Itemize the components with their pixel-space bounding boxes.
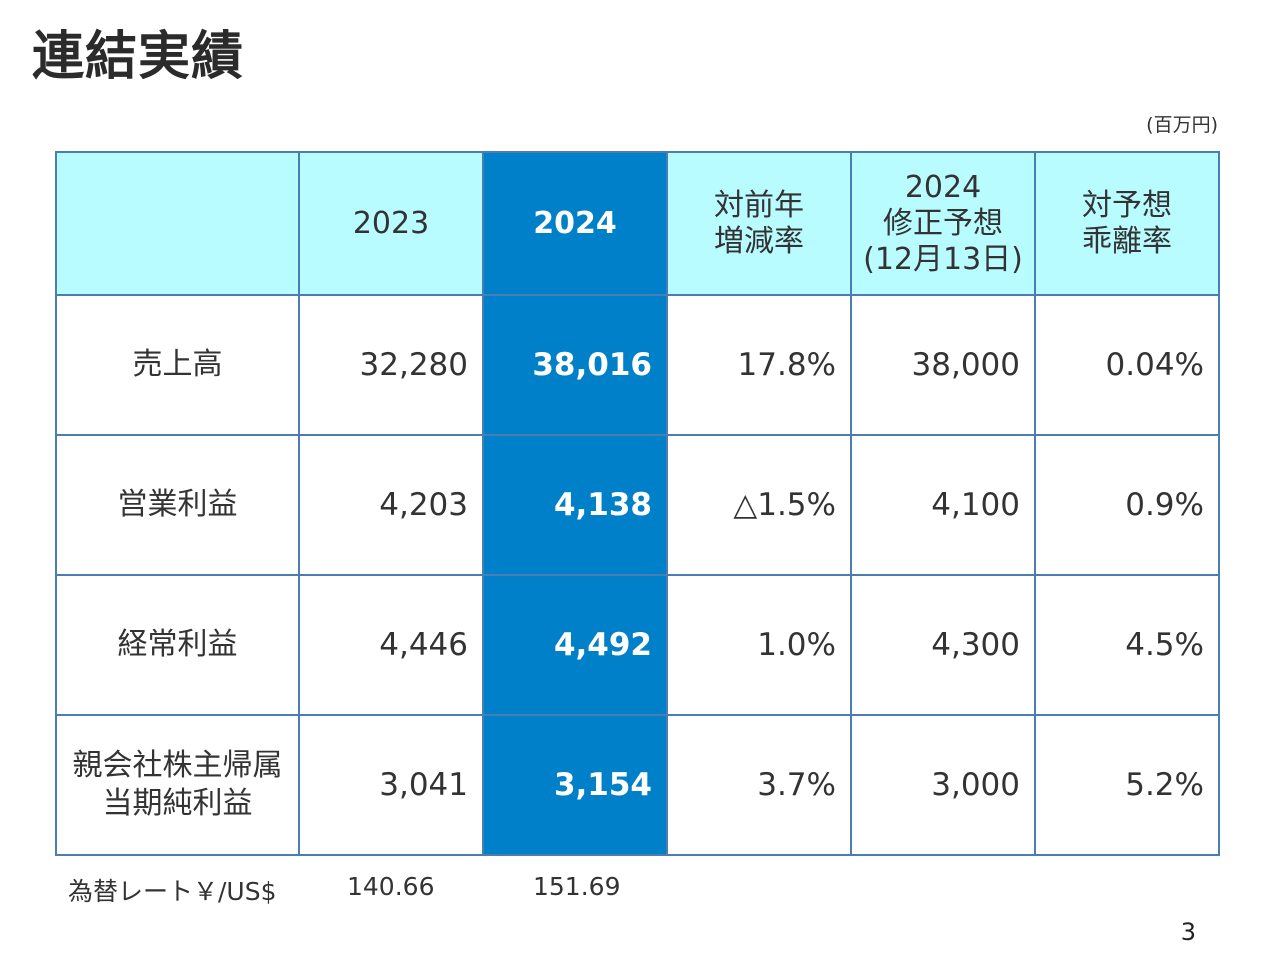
table-row: 売上高 32,280 38,016 17.8% 38,000 0.04%	[55, 294, 1220, 436]
table-row: 営業利益 4,203 4,138 △1.5% 4,100 0.9%	[55, 434, 1220, 576]
cell-value: 3,041	[298, 714, 484, 856]
cell-value: 4.5%	[1034, 574, 1220, 716]
cell-value: 4,300	[850, 574, 1036, 716]
cell-value: 38,000	[850, 294, 1036, 436]
table-row: 経常利益 4,446 4,492 1.0% 4,300 4.5%	[55, 574, 1220, 716]
row-label-sales: 売上高	[55, 294, 300, 436]
cell-value: 17.8%	[666, 294, 852, 436]
unit-label: (百万円)	[1146, 114, 1218, 136]
cell-value-highlight: 4,138	[482, 434, 668, 576]
cell-value-highlight: 4,492	[482, 574, 668, 716]
cell-value: 4,446	[298, 574, 484, 716]
fx-rate-2024: 151.69	[533, 872, 621, 901]
header-forecast-deviation: 対予想 乖離率	[1034, 151, 1220, 296]
results-table: 2023 2024 対前年 増減率 2024 修正予想 (12月13日) 対予想…	[55, 151, 1220, 856]
cell-value: 32,280	[298, 294, 484, 436]
row-label-operating-profit: 営業利益	[55, 434, 300, 576]
header-empty-cell	[55, 151, 300, 296]
row-label-ordinary-profit: 経常利益	[55, 574, 300, 716]
cell-value: 0.04%	[1034, 294, 1220, 436]
page-number: 3	[1180, 918, 1196, 946]
cell-value-highlight: 38,016	[482, 294, 668, 436]
fx-rate-label: 為替レート￥/US$	[68, 877, 277, 906]
fx-rate-2023: 140.66	[347, 872, 435, 901]
table-row: 親会社株主帰属 当期純利益 3,041 3,154 3.7% 3,000 5.2…	[55, 714, 1220, 856]
cell-value-highlight: 3,154	[482, 714, 668, 856]
cell-value: 4,203	[298, 434, 484, 576]
cell-value: 3,000	[850, 714, 1036, 856]
header-yoy-change: 対前年 増減率	[666, 151, 852, 296]
header-2024: 2024	[482, 151, 668, 296]
cell-value: 1.0%	[666, 574, 852, 716]
header-revised-forecast: 2024 修正予想 (12月13日)	[850, 151, 1036, 296]
page-title: 連結実績	[32, 27, 245, 87]
cell-value: 0.9%	[1034, 434, 1220, 576]
row-label-net-income: 親会社株主帰属 当期純利益	[55, 714, 300, 856]
cell-value: 3.7%	[666, 714, 852, 856]
cell-value: △1.5%	[666, 434, 852, 576]
cell-value: 5.2%	[1034, 714, 1220, 856]
cell-value: 4,100	[850, 434, 1036, 576]
header-2023: 2023	[298, 151, 484, 296]
table-header-row: 2023 2024 対前年 増減率 2024 修正予想 (12月13日) 対予想…	[55, 151, 1220, 296]
